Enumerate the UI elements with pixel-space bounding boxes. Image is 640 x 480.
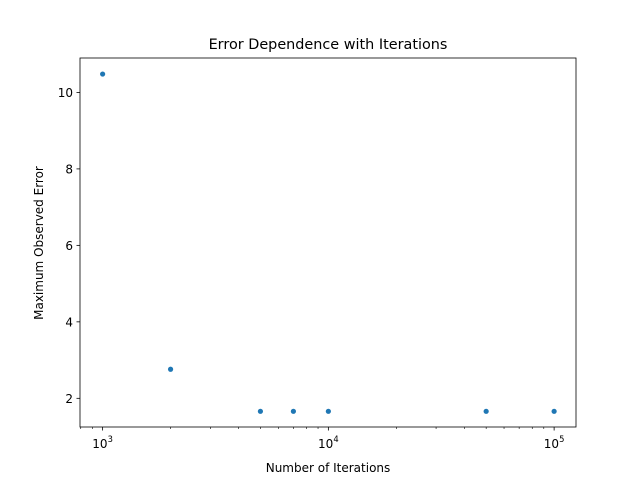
x-axis-label: Number of Iterations	[266, 461, 391, 475]
x-tick-label-exponent: 5	[559, 434, 564, 444]
x-tick-label-base: 10	[92, 437, 107, 451]
x-tick-label: 104	[318, 434, 339, 451]
x-tick-label-base: 10	[318, 437, 333, 451]
x-tick-label: 103	[92, 434, 113, 451]
y-tick-label: 10	[58, 86, 73, 100]
plot-frame	[79, 57, 577, 428]
y-axis-label: Maximum Observed Error	[32, 166, 46, 320]
data-point	[551, 408, 557, 414]
data-point	[100, 71, 106, 77]
x-tick-label-exponent: 4	[333, 434, 338, 444]
y-tick-label: 4	[65, 315, 73, 329]
y-tick-label: 6	[65, 239, 73, 253]
x-tick-label: 105	[544, 434, 565, 451]
data-point	[167, 366, 174, 372]
y-tick-label: 8	[65, 162, 73, 176]
x-tick-label-exponent: 3	[108, 434, 113, 444]
data-point	[257, 408, 264, 414]
data-point	[483, 408, 489, 414]
x-tick-label-base: 10	[544, 437, 559, 451]
chart-title: Error Dependence with Iterations	[209, 37, 448, 53]
data-point	[290, 408, 296, 414]
y-tick-label: 2	[65, 392, 73, 406]
data-point	[325, 408, 331, 414]
